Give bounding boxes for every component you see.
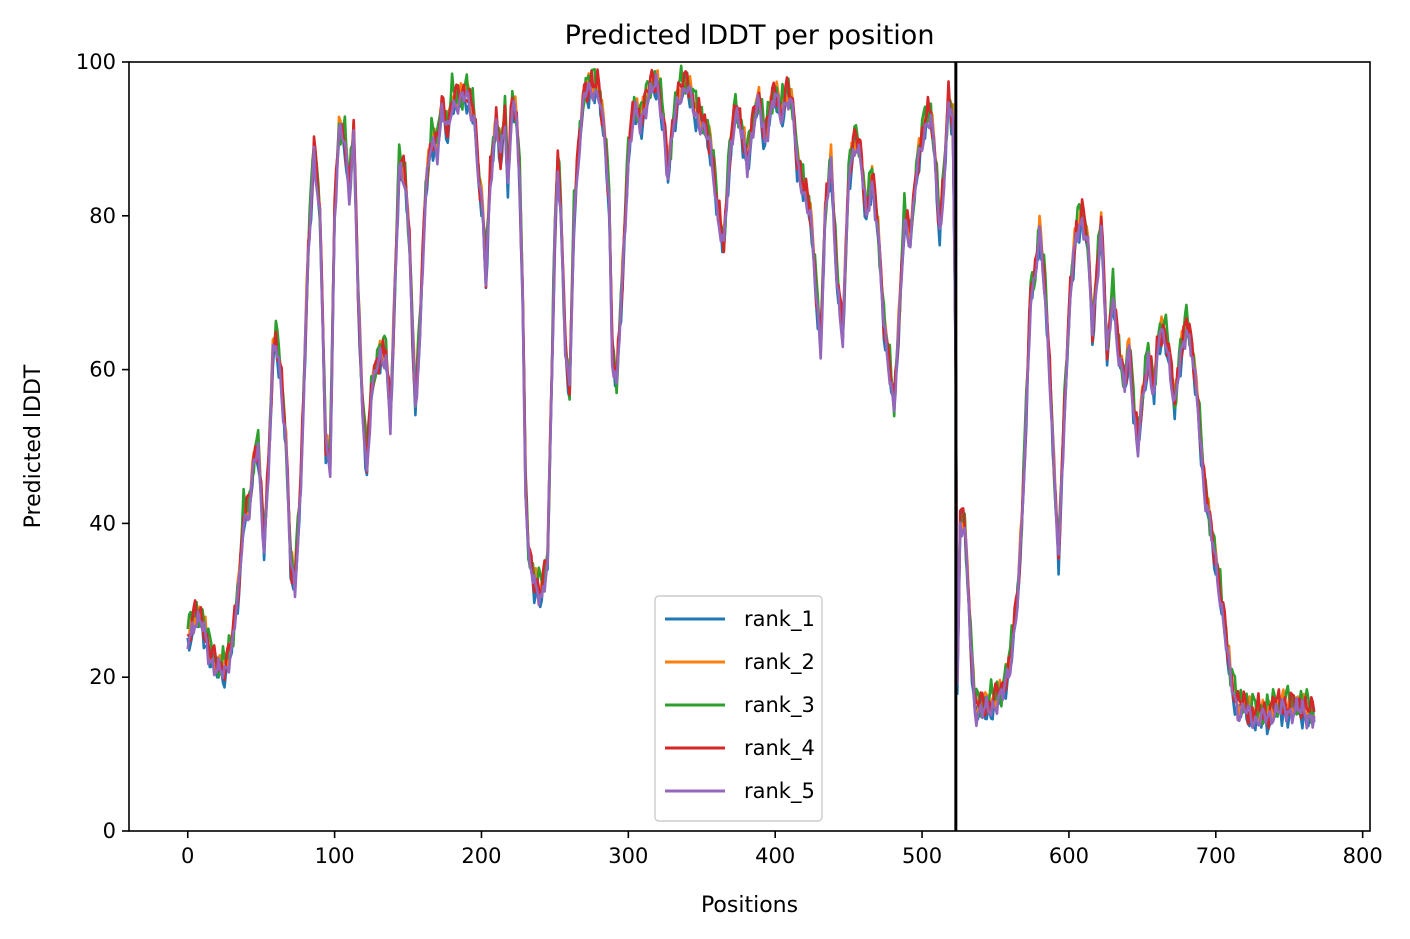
x-tick-label: 400 bbox=[755, 844, 795, 868]
series-line-rank_5 bbox=[186, 72, 1316, 730]
legend-label-rank_1: rank_1 bbox=[744, 607, 815, 632]
legend-label-rank_5: rank_5 bbox=[744, 779, 815, 804]
y-tick-label: 80 bbox=[89, 204, 116, 228]
y-tick-label: 20 bbox=[89, 665, 116, 689]
x-tick-label: 700 bbox=[1196, 844, 1236, 868]
y-axis-label: Predicted lDDT bbox=[21, 364, 46, 528]
plot-lines bbox=[186, 64, 1316, 736]
x-tick-label: 600 bbox=[1049, 844, 1089, 868]
legend-label-rank_3: rank_3 bbox=[744, 693, 815, 718]
legend-label-rank_2: rank_2 bbox=[744, 650, 815, 675]
legend: rank_1 rank_2 rank_3 rank_4 rank_5 bbox=[654, 595, 823, 822]
y-tick-label: 100 bbox=[76, 50, 116, 74]
x-tick-label: 100 bbox=[315, 844, 355, 868]
x-tick-label: 0 bbox=[181, 844, 194, 868]
x-axis: 0 100 200 300 400 500 600 700 800 bbox=[181, 831, 1383, 868]
x-tick-label: 500 bbox=[902, 844, 942, 868]
y-tick-label: 40 bbox=[89, 511, 116, 535]
y-axis: 0 20 40 60 80 100 bbox=[76, 50, 129, 843]
legend-label-rank_4: rank_4 bbox=[744, 736, 815, 761]
y-tick-label: 60 bbox=[89, 358, 116, 382]
y-tick-label: 0 bbox=[103, 819, 116, 843]
plot-frame bbox=[128, 61, 1371, 832]
chart-title: Predicted lDDT per position bbox=[565, 20, 935, 51]
x-axis-label: Positions bbox=[701, 893, 798, 918]
legend-box bbox=[654, 595, 823, 822]
x-tick-label: 800 bbox=[1343, 844, 1383, 868]
x-tick-label: 300 bbox=[608, 844, 648, 868]
x-tick-label: 200 bbox=[461, 844, 501, 868]
